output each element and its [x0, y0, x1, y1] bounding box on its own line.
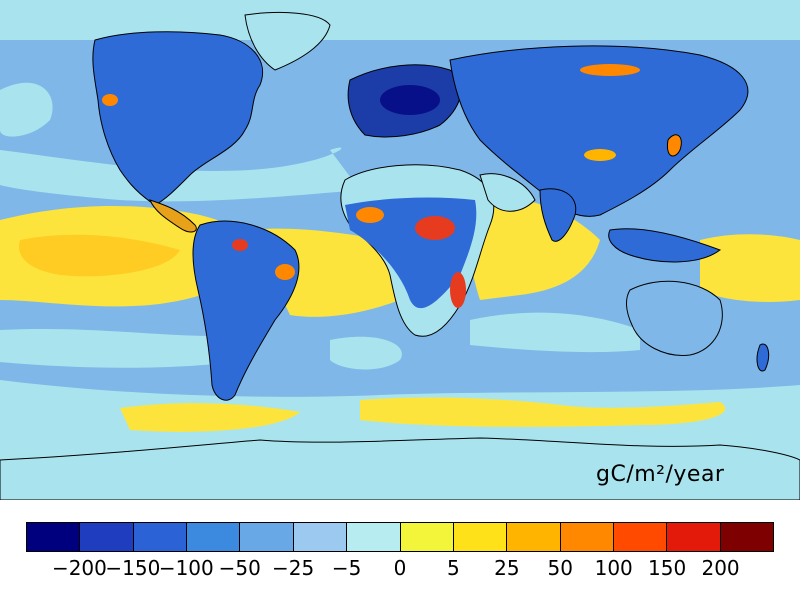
colorbar-tick-label: 0: [393, 556, 407, 580]
colorbar-tick-label: −50: [218, 556, 261, 580]
colorbar-tick-label: 50: [547, 556, 574, 580]
colorbar-swatch: [667, 523, 721, 551]
colorbar-tick-label: 100: [594, 556, 633, 580]
hotspot-central-africa: [415, 216, 455, 240]
new-zealand: [756, 343, 770, 372]
central-america: [149, 199, 197, 233]
india: [539, 188, 577, 242]
colorbar-swatch: [720, 523, 774, 551]
colorbar-swatch: [80, 523, 134, 551]
south-ocean-yellow-2: [360, 397, 726, 427]
colorbar-tick-label: −150: [105, 556, 161, 580]
colorbar-swatch: [27, 523, 81, 551]
greenland: [244, 11, 331, 71]
east-pacific-band: [700, 234, 800, 302]
south-indian-light: [470, 312, 640, 353]
colorbar-tick-label: 5: [447, 556, 460, 580]
colorbar-swatch: [507, 523, 561, 551]
asia: [449, 45, 749, 217]
hotspot-west-africa: [356, 207, 384, 223]
tropical-pacific-orange: [19, 234, 181, 277]
japan: [666, 134, 682, 157]
north-america: [92, 31, 264, 206]
colorbar-swatch: [187, 523, 241, 551]
colorbar-tick-label: −100: [158, 556, 214, 580]
hotspot-brazil: [275, 264, 295, 280]
hotspot-north-america: [102, 94, 118, 106]
colorbar-swatch: [133, 523, 188, 551]
south-america: [192, 220, 300, 401]
colorbar-swatch: [400, 523, 454, 551]
colorbar-swatch: [453, 523, 508, 551]
arctic-band: [0, 0, 800, 40]
colorbar-swatch: [560, 523, 614, 551]
australia: [626, 280, 723, 356]
hotspot-siberia: [580, 64, 640, 76]
colorbar-swatch: [293, 523, 348, 551]
antarctica: [0, 437, 800, 500]
south-light-ocean-band: [0, 328, 250, 368]
southeast-asia-islands: [608, 228, 722, 263]
colorbar-tick-label: −25: [272, 556, 315, 580]
colorbar-tick-label: −5: [331, 556, 362, 580]
arabia: [479, 173, 536, 212]
colorbar-tick-label: 200: [701, 556, 740, 580]
colorbar-swatch: [240, 523, 294, 551]
south-atlantic-light: [330, 336, 402, 370]
hotspot-europe-dark: [380, 85, 440, 115]
hotspot-east-africa: [450, 272, 466, 308]
unit-label: gC/m²/year: [596, 462, 725, 487]
colorbar-swatch: [347, 523, 401, 551]
north-pacific-light: [0, 82, 53, 137]
colorbar: [26, 522, 774, 552]
colorbar-swatch: [613, 523, 668, 551]
flux-map: gC/m²/year: [0, 0, 800, 500]
colorbar-tick-label: −200: [51, 556, 107, 580]
hotspot-amazon: [232, 239, 248, 251]
colorbar-tick-label: 150: [648, 556, 687, 580]
south-ocean-yellow-1: [120, 403, 300, 432]
hotspot-china: [584, 149, 616, 161]
colorbar-tick-label: 25: [494, 556, 520, 580]
